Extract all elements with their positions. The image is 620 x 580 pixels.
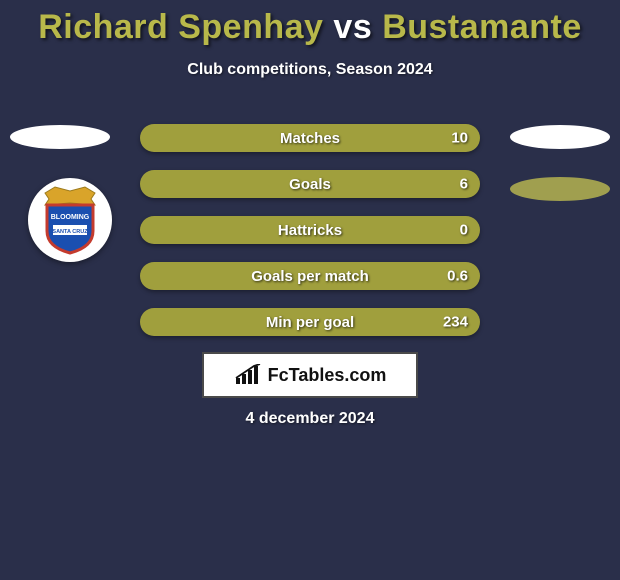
brand-watermark: FcTables.com [202,352,418,398]
stat-value: 10 [451,130,468,147]
brand-text: FcTables.com [268,365,387,386]
stat-value: 6 [460,176,468,193]
stat-label: Goals per match [251,268,369,285]
stat-label: Goals [289,176,331,193]
stat-label: Matches [280,130,340,147]
season-subtitle: Club competitions, Season 2024 [0,61,620,79]
stat-value: 0.6 [447,268,468,285]
stat-bar-goals: Goals 6 [140,170,480,198]
stat-label: Hattricks [278,222,342,239]
team-ellipse-left [10,125,110,149]
stat-value: 0 [460,222,468,239]
stat-bars: Matches 10 Goals 6 Hattricks 0 Goals per… [140,124,480,354]
stat-bar-min-per-goal: Min per goal 234 [140,308,480,336]
stat-bar-goals-per-match: Goals per match 0.6 [140,262,480,290]
brand-prefix: Fc [268,365,289,385]
stat-bar-hattricks: Hattricks 0 [140,216,480,244]
svg-text:BLOOMING: BLOOMING [51,214,90,221]
team-ellipse-right-1 [510,125,610,149]
vs-separator: vs [333,8,372,46]
svg-text:SANTA CRUZ: SANTA CRUZ [52,229,88,235]
club-badge: BLOOMING SANTA CRUZ [28,178,112,262]
stat-label: Min per goal [266,314,354,331]
footer-date: 4 december 2024 [0,410,620,428]
chart-icon [234,364,262,386]
stat-bar-matches: Matches 10 [140,124,480,152]
player1-name: Richard Spenhay [38,8,323,46]
comparison-title: Richard Spenhay vs Bustamante [0,0,620,47]
brand-suffix: Tables.com [289,365,387,385]
team-ellipse-right-2 [510,177,610,201]
club-shield-icon: BLOOMING SANTA CRUZ [39,185,101,255]
stat-value: 234 [443,314,468,331]
player2-name: Bustamante [382,8,582,46]
